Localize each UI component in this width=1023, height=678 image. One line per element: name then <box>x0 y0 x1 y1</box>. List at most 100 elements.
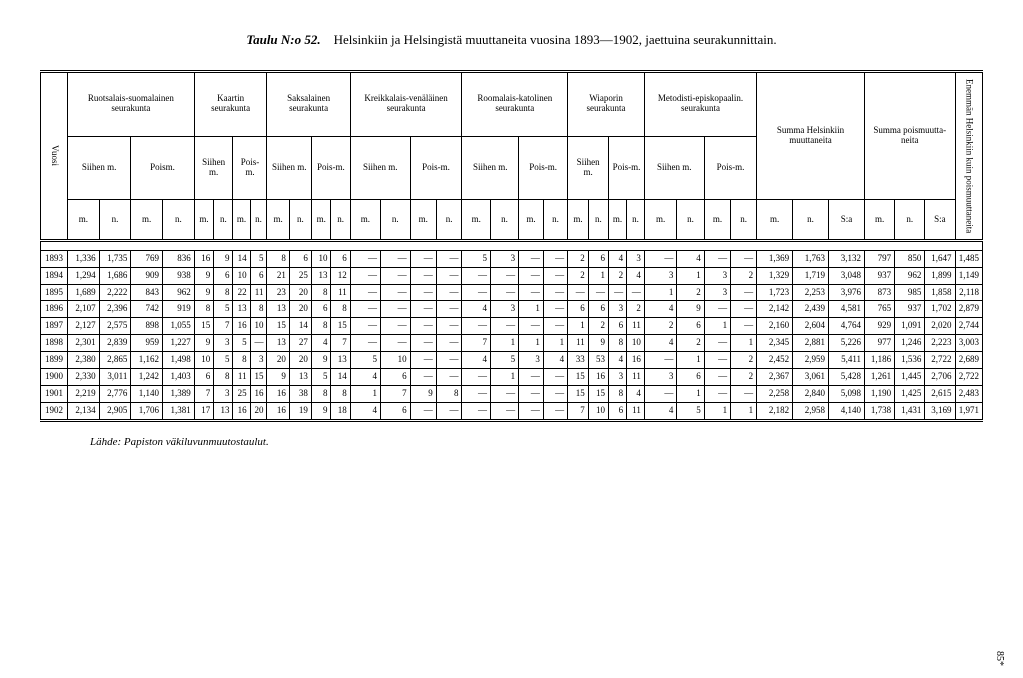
cell: 2 <box>677 284 704 301</box>
cell: 11 <box>331 284 350 301</box>
cell: 1,498 <box>163 352 195 369</box>
cell: 8 <box>609 335 627 352</box>
cell: 5 <box>311 368 331 385</box>
cell: 6 <box>194 368 214 385</box>
table-row: 18951,6892,2228439629822112320811———————… <box>41 284 983 301</box>
cell: 5 <box>233 335 250 352</box>
leaf-m: m. <box>131 200 163 240</box>
cell: — <box>436 267 462 284</box>
cell: — <box>609 284 627 301</box>
cell: 3 <box>491 301 519 318</box>
cell: — <box>491 385 519 402</box>
leaf-n: n. <box>543 200 567 240</box>
cell: 13 <box>214 402 233 420</box>
title-text: Helsinkiin ja Helsingistä muuttaneita vu… <box>334 32 777 47</box>
leaf-n: n. <box>436 200 462 240</box>
cell: 10 <box>194 352 214 369</box>
leaf-m: m. <box>233 200 250 240</box>
cell: 25 <box>289 267 311 284</box>
leaf-n: n. <box>588 200 608 240</box>
cell: 1,706 <box>131 402 163 420</box>
sub-siihen: Siihen m. <box>68 137 131 200</box>
cell: 15 <box>331 318 350 335</box>
cell: 53 <box>588 352 608 369</box>
cell: 7 <box>380 385 410 402</box>
cell: 962 <box>163 284 195 301</box>
cell: 1,899 <box>925 267 955 284</box>
cell: 10 <box>380 352 410 369</box>
cell: — <box>410 267 436 284</box>
cell: — <box>704 385 730 402</box>
cell: 4 <box>350 402 380 420</box>
cell: — <box>704 250 730 267</box>
cell: 8 <box>436 385 462 402</box>
cell: 2,223 <box>925 335 955 352</box>
cell: 14 <box>289 318 311 335</box>
cell: 4 <box>627 385 645 402</box>
cell: 2,689 <box>955 352 983 369</box>
grp-kaartin: Kaartin seurakunta <box>194 71 267 137</box>
cell: 1,738 <box>865 402 895 420</box>
cell: 11 <box>627 402 645 420</box>
cell: 11 <box>568 335 589 352</box>
cell: 929 <box>865 318 895 335</box>
cell: 4,764 <box>829 318 865 335</box>
cell: 9 <box>194 267 214 284</box>
cell: 2,330 <box>68 368 100 385</box>
grp-enemman: Enemmän Helsinkiin kuin poismuuttaneita <box>955 71 983 240</box>
cell-year: 1897 <box>41 318 68 335</box>
cell: 797 <box>865 250 895 267</box>
grp-sumout: Summa poismuutta­neita <box>865 71 956 200</box>
cell: 4 <box>644 402 676 420</box>
cell: — <box>543 284 567 301</box>
cell: 2,367 <box>757 368 793 385</box>
cell: 8 <box>194 301 214 318</box>
leaf-n: n. <box>491 200 519 240</box>
cell: 16 <box>233 402 250 420</box>
cell: 6 <box>568 301 589 318</box>
cell: 2,118 <box>955 284 983 301</box>
cell: 2,879 <box>955 301 983 318</box>
leaf-sa: S:a <box>925 200 955 240</box>
sub-siihen: Siihen m. <box>267 137 311 200</box>
cell: 6 <box>289 250 311 267</box>
cell: 985 <box>895 284 925 301</box>
cell: 2,345 <box>757 335 793 352</box>
cell: 937 <box>865 267 895 284</box>
cell: 6 <box>588 301 608 318</box>
cell: 13 <box>267 301 289 318</box>
cell: — <box>436 318 462 335</box>
cell: 5 <box>214 352 233 369</box>
cell: 2,134 <box>68 402 100 420</box>
cell: — <box>462 318 491 335</box>
cell: — <box>410 352 436 369</box>
cell: 836 <box>163 250 195 267</box>
cell: 5,428 <box>829 368 865 385</box>
cell: — <box>436 352 462 369</box>
cell: 1,485 <box>955 250 983 267</box>
cell: 3,003 <box>955 335 983 352</box>
cell: 9 <box>194 335 214 352</box>
cell: 3 <box>644 368 676 385</box>
cell-year: 1902 <box>41 402 68 420</box>
cell: 5,098 <box>829 385 865 402</box>
leaf-m: m. <box>350 200 380 240</box>
cell: 1,294 <box>68 267 100 284</box>
cell: 1,329 <box>757 267 793 284</box>
cell: 13 <box>311 267 331 284</box>
cell: — <box>410 301 436 318</box>
sub-pois: Pois-m. <box>410 137 462 200</box>
cell: 8 <box>311 385 331 402</box>
sub-siihen: Siihen m. <box>644 137 704 200</box>
table-row: 18931,3361,73576983616914586106————53——2… <box>41 250 983 267</box>
cell: 3 <box>609 368 627 385</box>
cell: 2,452 <box>757 352 793 369</box>
cell: 20 <box>289 284 311 301</box>
cell-year: 1898 <box>41 335 68 352</box>
cell: 6 <box>250 267 267 284</box>
cell-year: 1894 <box>41 267 68 284</box>
cell: — <box>436 250 462 267</box>
cell: 2,959 <box>793 352 829 369</box>
cell: 15 <box>588 385 608 402</box>
sub-siihen: Siihen m. <box>568 137 609 200</box>
